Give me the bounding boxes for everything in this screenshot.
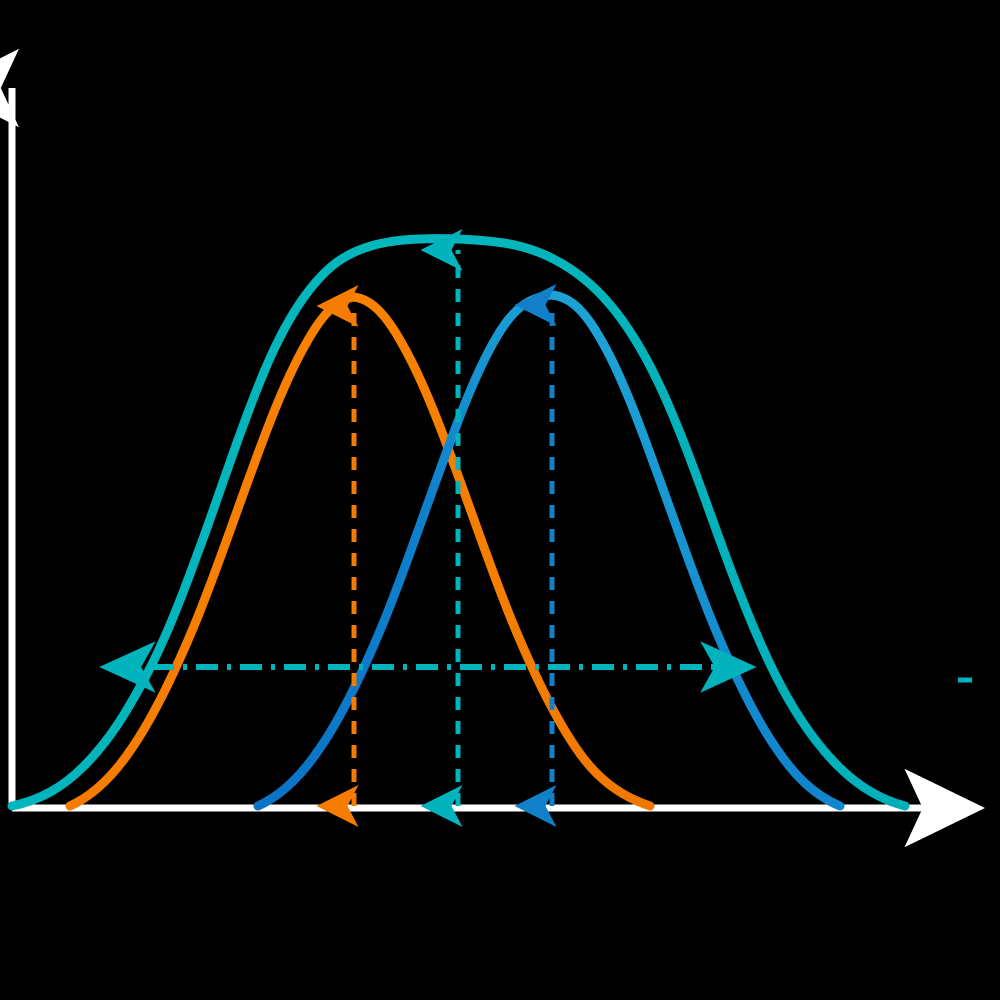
curve-component-peak-1 bbox=[65, 292, 655, 811]
curve-component-peak-2 bbox=[253, 290, 845, 811]
axes-group bbox=[0, 48, 985, 848]
annotations-group bbox=[99, 229, 972, 827]
